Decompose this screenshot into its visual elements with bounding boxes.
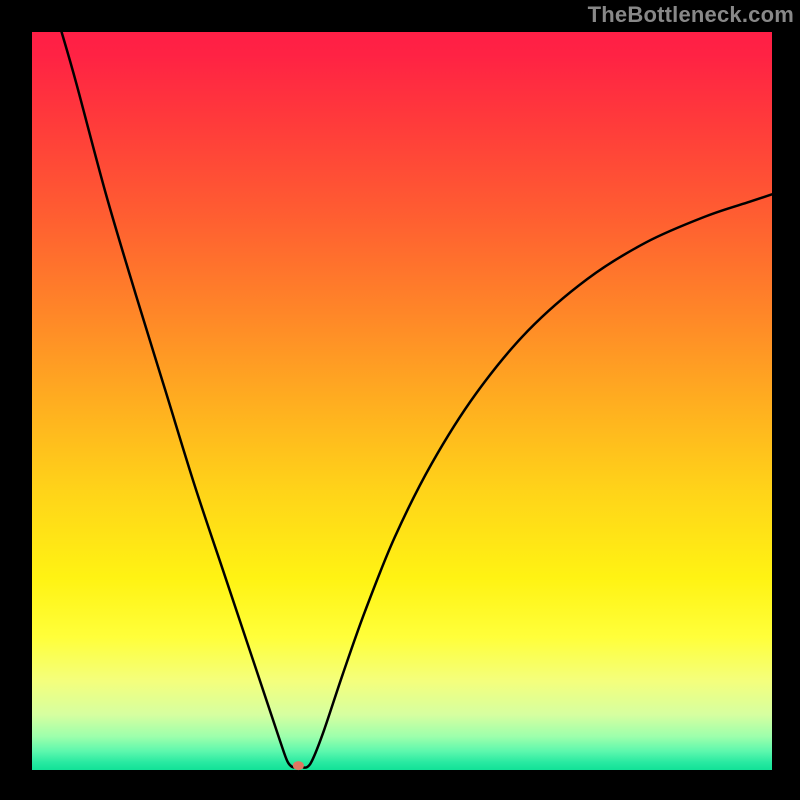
bottleneck-chart — [0, 0, 800, 800]
optimal-point-marker — [293, 761, 304, 770]
watermark-text: TheBottleneck.com — [588, 2, 794, 28]
chart-frame: TheBottleneck.com — [0, 0, 800, 800]
chart-background — [32, 32, 772, 770]
